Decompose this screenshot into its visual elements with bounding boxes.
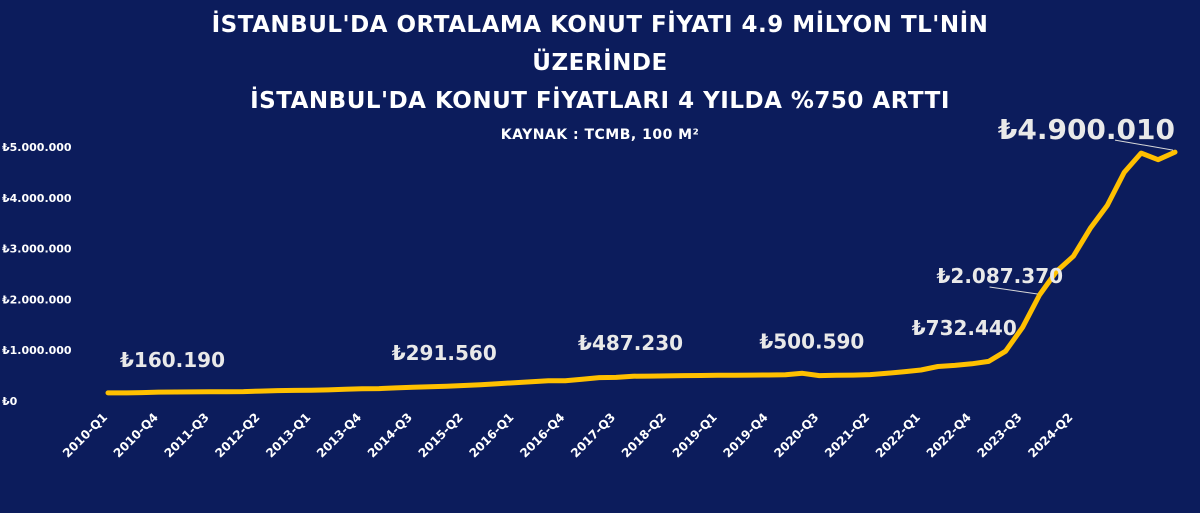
y-tick-label: ₺1.000.000 (2, 344, 72, 357)
y-tick-label: ₺2.000.000 (2, 293, 72, 306)
y-tick-label: ₺5.000.000 (2, 141, 72, 154)
x-tick-label: 2019-Q4 (720, 410, 770, 460)
y-tick-label: ₺4.000.000 (2, 192, 72, 205)
x-tick-label: 2016-Q1 (466, 410, 516, 460)
series-line (105, 149, 1178, 396)
x-tick-label: 2017-Q3 (568, 410, 618, 460)
x-tick-label: 2016-Q4 (517, 410, 567, 460)
x-tick-label: 2010-Q1 (60, 410, 110, 460)
x-tick-label: 2011-Q3 (162, 410, 212, 460)
y-axis-ticks: ₺0 ₺1.000.000 ₺2.000.000 ₺3.000.000 ₺4.000.0… (2, 141, 72, 408)
data-label: ₺487.230 (578, 331, 683, 355)
chart-title-line-1: İSTANBUL'DA ORTALAMA KONUT FİYATI 4.9 Mİ… (211, 12, 989, 38)
series-group (105, 149, 1178, 396)
x-tick-label: 2024-Q2 (1025, 410, 1075, 460)
chart-subtitle: KAYNAK : TCMB, 100 M² (500, 127, 700, 143)
x-axis-ticks: 2010-Q1 2010-Q4 2011-Q3 2012-Q2 2013-Q1 2013-… (60, 410, 1076, 460)
x-tick-label: 2020-Q3 (771, 410, 821, 460)
data-labels: ₺160.190 ₺291.560 ₺487.230 ₺500.590 ₺732.440… (120, 113, 1175, 372)
chart-title-line-2: ÜZERİNDE (532, 50, 668, 76)
x-tick-label: 2018-Q2 (619, 410, 669, 460)
chart-title-line-3: İSTANBUL'DA KONUT FİYATLARI 4 YILDA %750… (250, 88, 950, 114)
x-tick-label: 2013-Q1 (263, 410, 313, 460)
x-tick-label: 2012-Q2 (212, 410, 262, 460)
data-label: ₺291.560 (392, 341, 497, 365)
data-label: ₺2.087.370 (937, 264, 1064, 288)
data-label: ₺500.590 (759, 330, 864, 354)
x-tick-label: 2013-Q4 (314, 410, 364, 460)
x-tick-label: 2014-Q3 (365, 410, 415, 460)
x-tick-label: 2022-Q4 (924, 410, 974, 460)
data-label: ₺4.900.010 (998, 113, 1175, 146)
x-tick-label: 2022-Q1 (873, 410, 923, 460)
x-tick-label: 2019-Q1 (670, 410, 720, 460)
x-tick-label: 2010-Q4 (111, 410, 161, 460)
leader-line (1114, 139, 1174, 151)
y-tick-label: ₺0 (2, 395, 18, 408)
data-label: ₺160.190 (120, 348, 225, 372)
x-tick-label: 2021-Q2 (822, 410, 872, 460)
x-tick-label: 2015-Q2 (416, 410, 466, 460)
y-tick-label: ₺3.000.000 (2, 243, 72, 256)
data-label: ₺732.440 (912, 316, 1017, 340)
leader-line (989, 286, 1038, 295)
x-tick-label: 2023-Q3 (975, 410, 1025, 460)
